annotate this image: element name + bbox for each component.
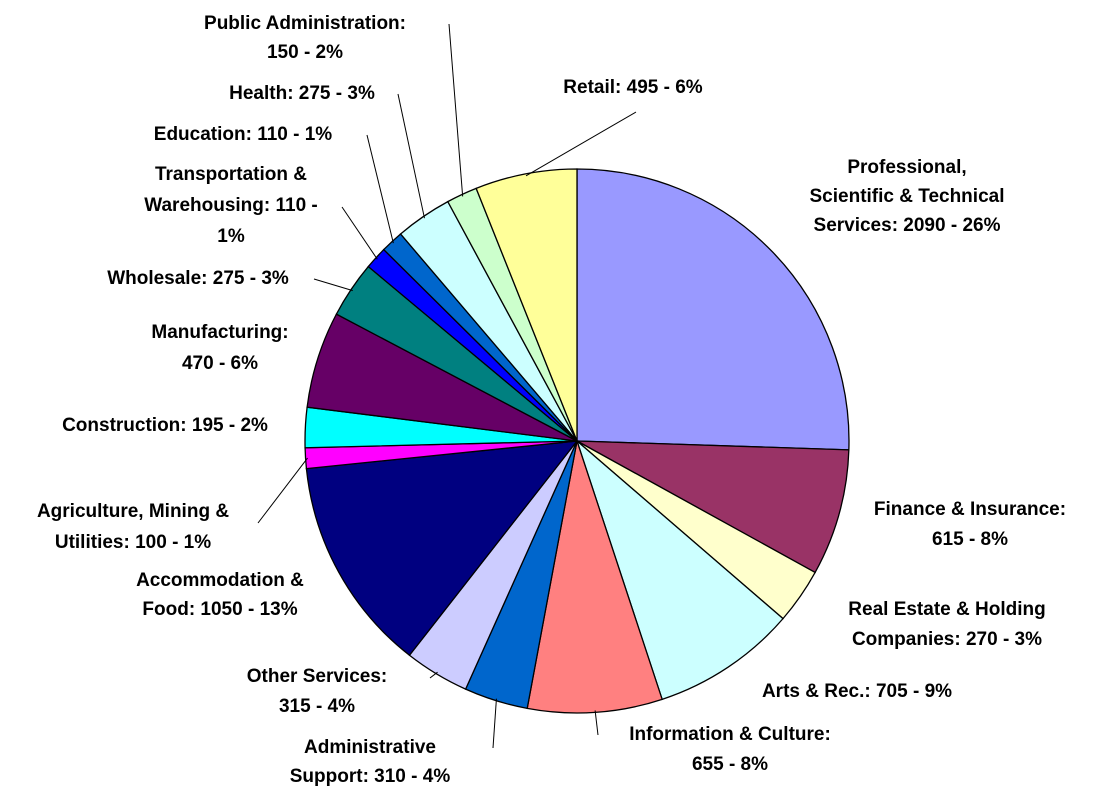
data-label-line: 470 - 6% [182, 353, 258, 374]
pie-slice [475, 168, 578, 442]
data-label-line: Accommodation & [136, 570, 304, 591]
data-label: Health: 275 - 3% [229, 83, 375, 104]
data-label-line: Education: 110 - 1% [154, 124, 333, 145]
data-label-line: Public Administration: [204, 13, 406, 34]
data-label: Public Administration: 150 - 2% [204, 13, 406, 63]
leader-line [429, 671, 438, 679]
data-label-line: Construction: 195 - 2% [62, 415, 268, 436]
leader-line [448, 23, 464, 197]
data-label-line: Scientific & Technical [810, 186, 1005, 207]
data-label: Construction: 195 - 2% [62, 415, 268, 436]
data-label: Transportation & Warehousing: 110 - 1% [144, 164, 318, 247]
data-label: Agriculture, Mining & Utilities: 100 - 1% [37, 501, 229, 553]
data-label-line: Utilities: 100 - 1% [55, 532, 211, 553]
leader-line [313, 278, 353, 292]
data-label: Arts & Rec.: 705 - 9% [762, 681, 952, 702]
data-label: Accommodation & Food: 1050 - 13% [136, 570, 304, 620]
data-label-line: Wholesale: 275 - 3% [107, 268, 289, 289]
data-label: Other Services: 315 - 4% [247, 666, 387, 717]
data-label-line: Administrative [304, 737, 436, 758]
data-label-line: Manufacturing: [151, 322, 288, 343]
pie-slice [305, 440, 579, 657]
data-label: Education: 110 - 1% [154, 124, 333, 145]
data-label-line: Arts & Rec.: 705 - 9% [762, 681, 952, 702]
data-label-line: 150 - 2% [267, 42, 343, 63]
pie-slice [576, 168, 850, 451]
data-label-line: Support: 310 - 4% [290, 766, 451, 787]
data-label-line: Information & Culture: [629, 724, 831, 745]
data-label-line: Retail: 495 - 6% [563, 77, 702, 98]
data-label-line: Finance & Insurance: [874, 499, 1066, 520]
data-label-line: Companies: 270 - 3% [852, 629, 1042, 650]
leader-line [492, 698, 497, 749]
data-label-line: Food: 1050 - 13% [142, 599, 297, 620]
data-label-line: Warehousing: 110 - [144, 195, 318, 216]
data-label-line: Services: 2090 - 26% [814, 215, 1001, 236]
pie-slice [576, 440, 850, 574]
leader-line [366, 134, 394, 244]
data-label-line: 1% [217, 226, 245, 247]
data-label: Retail: 495 - 6% [563, 77, 702, 98]
data-label: Information & Culture: 655 - 8% [629, 724, 831, 775]
data-label-line: Other Services: [247, 666, 387, 687]
data-label: Finance & Insurance: 615 - 8% [874, 499, 1066, 550]
data-label-line: 315 - 4% [279, 696, 355, 717]
leader-line [257, 457, 308, 524]
pie-slice [575, 438, 784, 701]
data-label: Manufacturing: 470 - 6% [151, 322, 288, 374]
data-label-line: Professional, [847, 157, 966, 178]
data-label-line: Health: 275 - 3% [229, 83, 375, 104]
leader-line [525, 111, 637, 177]
data-label-line: Real Estate & Holding [848, 599, 1045, 620]
data-label-line: 615 - 8% [932, 529, 1008, 550]
leader-line [594, 710, 599, 736]
leader-line [397, 93, 425, 219]
data-label-line: Agriculture, Mining & [37, 501, 229, 522]
data-label: Administrative Support: 310 - 4% [290, 737, 451, 787]
data-label-line: 655 - 8% [692, 754, 768, 775]
data-label: Wholesale: 275 - 3% [107, 268, 289, 289]
leader-line [341, 206, 378, 260]
data-label-line: Transportation & [155, 164, 307, 185]
data-label: Real Estate & Holding Companies: 270 - 3% [848, 599, 1045, 650]
data-label: Professional, Scientific & Technical Servi… [810, 157, 1005, 236]
